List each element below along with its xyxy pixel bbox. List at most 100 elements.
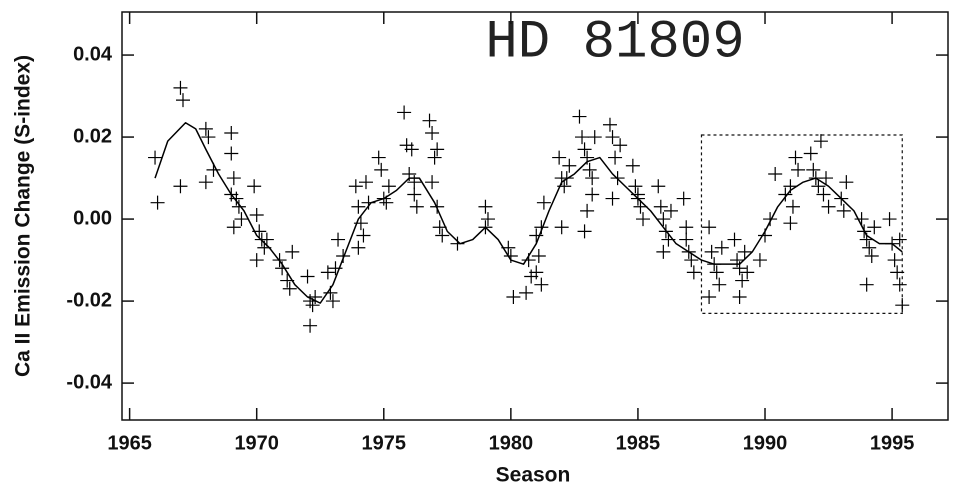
data-point: [529, 265, 544, 280]
data-point: [585, 187, 600, 202]
data-point: [425, 175, 440, 190]
data-point: [890, 265, 905, 280]
data-point: [732, 289, 747, 304]
data-point: [864, 248, 879, 263]
data-point: [552, 150, 567, 165]
data-point: [702, 220, 717, 235]
data-point: [859, 277, 874, 292]
x-axis-title: Season: [496, 464, 571, 487]
data-point: [656, 244, 671, 259]
data-point: [285, 244, 300, 259]
data-point: [234, 212, 249, 227]
data-point: [602, 117, 617, 132]
data-point: [887, 253, 902, 268]
data-point: [686, 265, 701, 280]
data-point: [679, 220, 694, 235]
data-point: [534, 277, 549, 292]
x-tick-label: 1980: [489, 432, 534, 454]
data-point: [854, 212, 869, 227]
data-point: [663, 203, 678, 218]
data-point: [628, 179, 643, 194]
y-tick-label: -0.02: [66, 289, 112, 311]
data-point: [730, 253, 745, 268]
data-point: [709, 265, 724, 280]
data-point: [379, 195, 394, 210]
data-point: [356, 228, 371, 243]
data-point: [768, 166, 783, 181]
data-point: [585, 171, 600, 186]
data-point: [892, 277, 907, 292]
data-point: [259, 232, 274, 247]
data-point: [636, 212, 651, 227]
fit-curve: [154, 121, 903, 304]
data-point: [308, 289, 323, 304]
data-point: [331, 232, 346, 247]
data-point: [679, 232, 694, 247]
plot-frame: [121, 11, 949, 421]
data-point: [282, 281, 297, 296]
data-point: [836, 203, 851, 218]
y-tick-label: 0.02: [73, 125, 112, 147]
data-point: [531, 248, 546, 263]
data-point: [605, 191, 620, 206]
data-point: [381, 179, 396, 194]
data-point: [249, 253, 264, 268]
y-tick-label: 0.04: [73, 43, 113, 65]
data-point: [519, 285, 534, 300]
data-point: [788, 150, 803, 165]
data-point: [684, 253, 699, 268]
data-point: [173, 179, 188, 194]
data-point: [247, 179, 262, 194]
data-point: [305, 298, 320, 313]
data-point: [577, 224, 592, 239]
data-point: [839, 175, 854, 190]
data-point: [605, 130, 620, 145]
data-point: [813, 134, 828, 149]
data-point: [407, 187, 422, 202]
data-point: [422, 113, 437, 128]
x-tick-label: 1990: [743, 432, 788, 454]
data-point: [653, 199, 668, 214]
data-point: [536, 195, 551, 210]
data-point: [506, 289, 521, 304]
data-point: [895, 298, 910, 313]
data-point: [480, 212, 495, 227]
x-tick-label: 1985: [616, 432, 661, 454]
data-point: [582, 162, 597, 177]
data-point: [882, 212, 897, 227]
x-tick-label: 1965: [107, 432, 152, 454]
data-point: [325, 294, 340, 309]
data-point: [300, 269, 315, 284]
data-point: [862, 240, 877, 255]
highlight-box: [700, 134, 903, 314]
data-point: [231, 199, 246, 214]
data-point: [175, 93, 190, 108]
data-point: [173, 80, 188, 95]
data-point: [427, 150, 442, 165]
y-axis-title: Ca II Emission Change (S-index): [12, 55, 35, 377]
data-point: [529, 228, 544, 243]
data-point: [651, 179, 666, 194]
data-point: [656, 212, 671, 227]
data-point: [554, 220, 569, 235]
data-point: [613, 138, 628, 153]
data-point: [397, 105, 412, 120]
data-point: [803, 146, 818, 161]
data-point: [737, 244, 752, 259]
data-point: [351, 240, 366, 255]
data-point: [580, 203, 595, 218]
data-point: [371, 150, 386, 165]
data-point: [201, 130, 216, 145]
y-tick-label: -0.04: [66, 371, 112, 393]
data-point: [791, 162, 806, 177]
data-point: [819, 171, 834, 186]
data-point: [150, 195, 165, 210]
data-point: [714, 240, 729, 255]
data-point: [478, 199, 493, 214]
data-point: [198, 175, 213, 190]
data-point: [587, 130, 602, 145]
data-point: [712, 277, 727, 292]
data-point: [224, 146, 239, 161]
data-point: [404, 142, 419, 157]
